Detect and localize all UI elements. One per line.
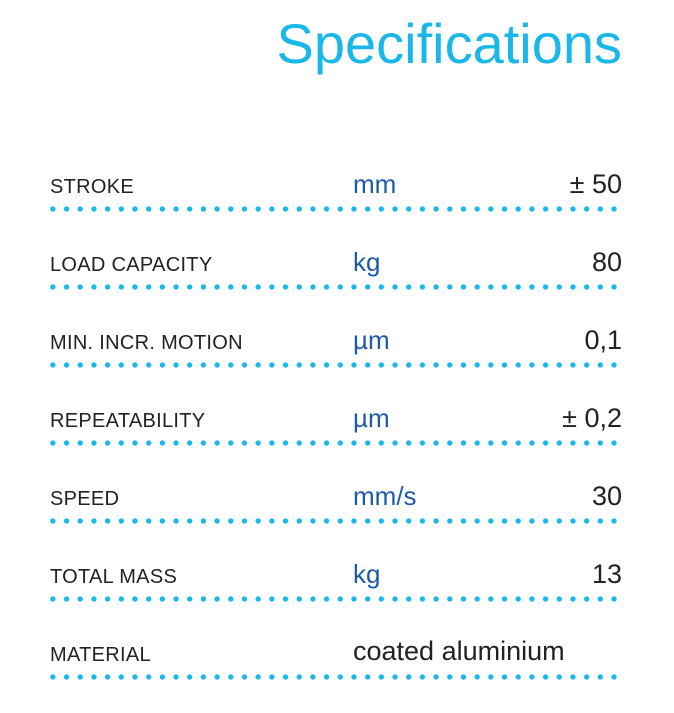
spec-value: ± 50 (569, 169, 622, 199)
spec-value: 13 (591, 559, 622, 589)
dotted-divider (50, 518, 624, 524)
dotted-divider (50, 440, 624, 446)
spec-unit: µm (353, 403, 390, 433)
spec-label: REPEATABILITY (50, 410, 206, 432)
spec-value: coated aluminium (353, 636, 565, 666)
spec-row-material: MATERIAL coated aluminium (50, 628, 624, 706)
spec-unit: kg (353, 559, 381, 589)
spec-row-min-incr-motion: MIN. INCR. MOTION µm 0,1 (50, 316, 624, 394)
spec-label: MIN. INCR. MOTION (50, 332, 243, 354)
spec-unit: kg (353, 247, 381, 277)
spec-unit: mm/s (353, 481, 417, 511)
spec-label: TOTAL MASS (50, 566, 178, 588)
spec-unit: µm (353, 325, 390, 355)
dotted-divider (50, 284, 624, 290)
spec-row-load-capacity: LOAD CAPACITY kg 80 (50, 238, 624, 316)
spec-value: 80 (591, 247, 622, 277)
spec-value: 30 (591, 481, 622, 511)
page-title: Specifications (276, 12, 622, 75)
spec-row-speed: SPEED mm/s 30 (50, 472, 624, 550)
spec-row-total-mass: TOTAL MASS kg 13 (50, 550, 624, 628)
spec-row-stroke: STROKE mm ± 50 (50, 160, 624, 238)
spec-value: 0,1 (584, 325, 622, 355)
dotted-divider (50, 206, 624, 212)
spec-label: SPEED (50, 488, 120, 510)
spec-value: ± 0,2 (562, 403, 622, 433)
spec-label: STROKE (50, 176, 135, 198)
dotted-divider (50, 596, 624, 602)
spec-unit: mm (353, 169, 397, 199)
spec-row-repeatability: REPEATABILITY µm ± 0,2 (50, 394, 624, 472)
spec-label: MATERIAL (50, 644, 151, 666)
spec-label: LOAD CAPACITY (50, 254, 213, 276)
specifications-table: STROKE mm ± 50 LOAD CAPACITY kg 80 MIN. … (50, 160, 624, 706)
dotted-divider (50, 362, 624, 368)
dotted-divider (50, 674, 624, 680)
